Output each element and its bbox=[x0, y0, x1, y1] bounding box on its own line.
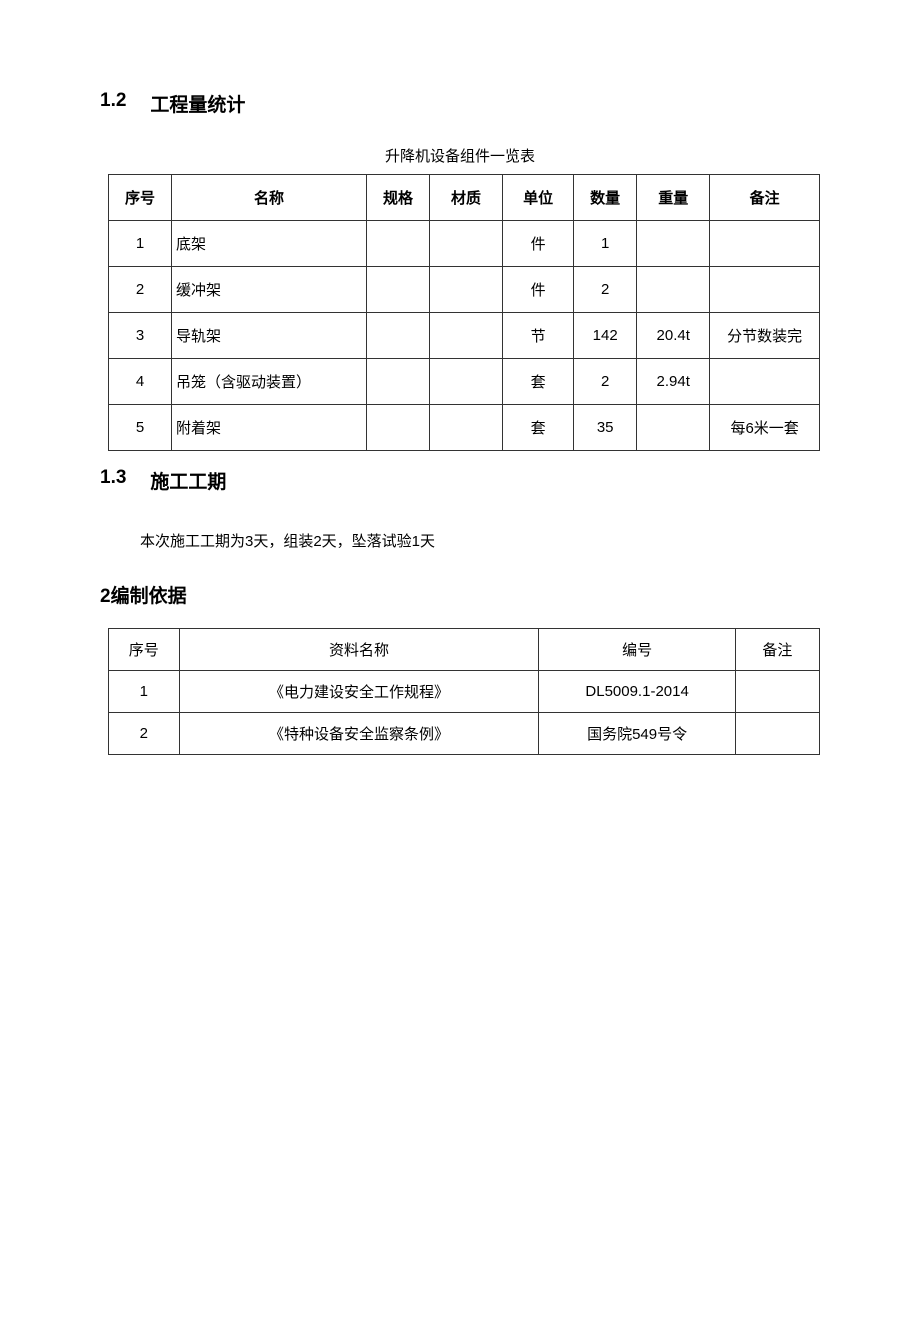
section-1-2-number: 1.2 bbox=[100, 90, 126, 117]
cell-unit: 件 bbox=[503, 221, 574, 267]
section-1-3-body: 本次施工工期为3天，组装2天，坠落试验1天 bbox=[140, 530, 820, 551]
cell-unit: 套 bbox=[503, 405, 574, 451]
cell-seq: 3 bbox=[109, 313, 172, 359]
cell-note bbox=[735, 671, 819, 713]
cell-name: 附着架 bbox=[171, 405, 366, 451]
cell-code: DL5009.1-2014 bbox=[539, 671, 735, 713]
cell-weight bbox=[637, 267, 710, 313]
cell-note: 每6米一套 bbox=[710, 405, 820, 451]
th-seq: 序号 bbox=[109, 629, 180, 671]
cell-spec bbox=[366, 221, 429, 267]
cell-docname: 《电力建设安全工作规程》 bbox=[179, 671, 539, 713]
cell-name: 底架 bbox=[171, 221, 366, 267]
section-1-2-title: 工程量统计 bbox=[150, 90, 245, 117]
cell-mat bbox=[429, 359, 502, 405]
cell-spec bbox=[366, 405, 429, 451]
table-row: 4 吊笼（含驱动装置） 套 2 2.94t bbox=[109, 359, 820, 405]
cell-docname: 《特种设备安全监察条例》 bbox=[179, 713, 539, 755]
cell-name: 缓冲架 bbox=[171, 267, 366, 313]
cell-name: 吊笼（含驱动装置） bbox=[171, 359, 366, 405]
cell-mat bbox=[429, 405, 502, 451]
section-2-heading: 2编制依据 bbox=[100, 581, 820, 608]
cell-mat bbox=[429, 221, 502, 267]
cell-seq: 1 bbox=[109, 671, 180, 713]
cell-seq: 4 bbox=[109, 359, 172, 405]
cell-qty: 142 bbox=[574, 313, 637, 359]
cell-note: 分节数装完 bbox=[710, 313, 820, 359]
section-1-3-heading: 1.3 施工工期 bbox=[100, 467, 820, 494]
table-row: 1 底架 件 1 bbox=[109, 221, 820, 267]
cell-weight bbox=[637, 221, 710, 267]
cell-mat bbox=[429, 267, 502, 313]
th-seq: 序号 bbox=[109, 175, 172, 221]
th-name: 名称 bbox=[171, 175, 366, 221]
basis-table: 序号 资料名称 编号 备注 1 《电力建设安全工作规程》 DL5009.1-20… bbox=[108, 628, 820, 755]
cell-seq: 2 bbox=[109, 267, 172, 313]
cell-unit: 节 bbox=[503, 313, 574, 359]
table-row: 1 《电力建设安全工作规程》 DL5009.1-2014 bbox=[109, 671, 820, 713]
cell-weight: 2.94t bbox=[637, 359, 710, 405]
cell-unit: 套 bbox=[503, 359, 574, 405]
cell-unit: 件 bbox=[503, 267, 574, 313]
cell-mat bbox=[429, 313, 502, 359]
table-header-row: 序号 名称 规格 材质 单位 数量 重量 备注 bbox=[109, 175, 820, 221]
table-row: 3 导轨架 节 142 20.4t 分节数装完 bbox=[109, 313, 820, 359]
cell-spec bbox=[366, 313, 429, 359]
cell-note bbox=[710, 359, 820, 405]
section-1-3-title: 施工工期 bbox=[150, 467, 226, 494]
th-material: 材质 bbox=[429, 175, 502, 221]
th-qty: 数量 bbox=[574, 175, 637, 221]
section-1-3-number: 1.3 bbox=[100, 467, 126, 494]
th-code: 编号 bbox=[539, 629, 735, 671]
cell-spec bbox=[366, 359, 429, 405]
table1-caption: 升降机设备组件一览表 bbox=[100, 145, 820, 166]
th-note: 备注 bbox=[710, 175, 820, 221]
cell-note bbox=[710, 221, 820, 267]
th-docname: 资料名称 bbox=[179, 629, 539, 671]
cell-qty: 1 bbox=[574, 221, 637, 267]
table-header-row: 序号 资料名称 编号 备注 bbox=[109, 629, 820, 671]
table-row: 2 缓冲架 件 2 bbox=[109, 267, 820, 313]
cell-weight bbox=[637, 405, 710, 451]
cell-note bbox=[735, 713, 819, 755]
cell-seq: 1 bbox=[109, 221, 172, 267]
table-row: 5 附着架 套 35 每6米一套 bbox=[109, 405, 820, 451]
cell-spec bbox=[366, 267, 429, 313]
cell-code: 国务院549号令 bbox=[539, 713, 735, 755]
cell-seq: 5 bbox=[109, 405, 172, 451]
cell-qty: 35 bbox=[574, 405, 637, 451]
cell-qty: 2 bbox=[574, 267, 637, 313]
cell-name: 导轨架 bbox=[171, 313, 366, 359]
th-weight: 重量 bbox=[637, 175, 710, 221]
cell-qty: 2 bbox=[574, 359, 637, 405]
th-unit: 单位 bbox=[503, 175, 574, 221]
cell-weight: 20.4t bbox=[637, 313, 710, 359]
th-spec: 规格 bbox=[366, 175, 429, 221]
cell-note bbox=[710, 267, 820, 313]
section-1-2-heading: 1.2 工程量统计 bbox=[100, 90, 820, 117]
table-row: 2 《特种设备安全监察条例》 国务院549号令 bbox=[109, 713, 820, 755]
cell-seq: 2 bbox=[109, 713, 180, 755]
components-table: 序号 名称 规格 材质 单位 数量 重量 备注 1 底架 件 1 2 缓冲架 件… bbox=[108, 174, 820, 451]
th-note: 备注 bbox=[735, 629, 819, 671]
